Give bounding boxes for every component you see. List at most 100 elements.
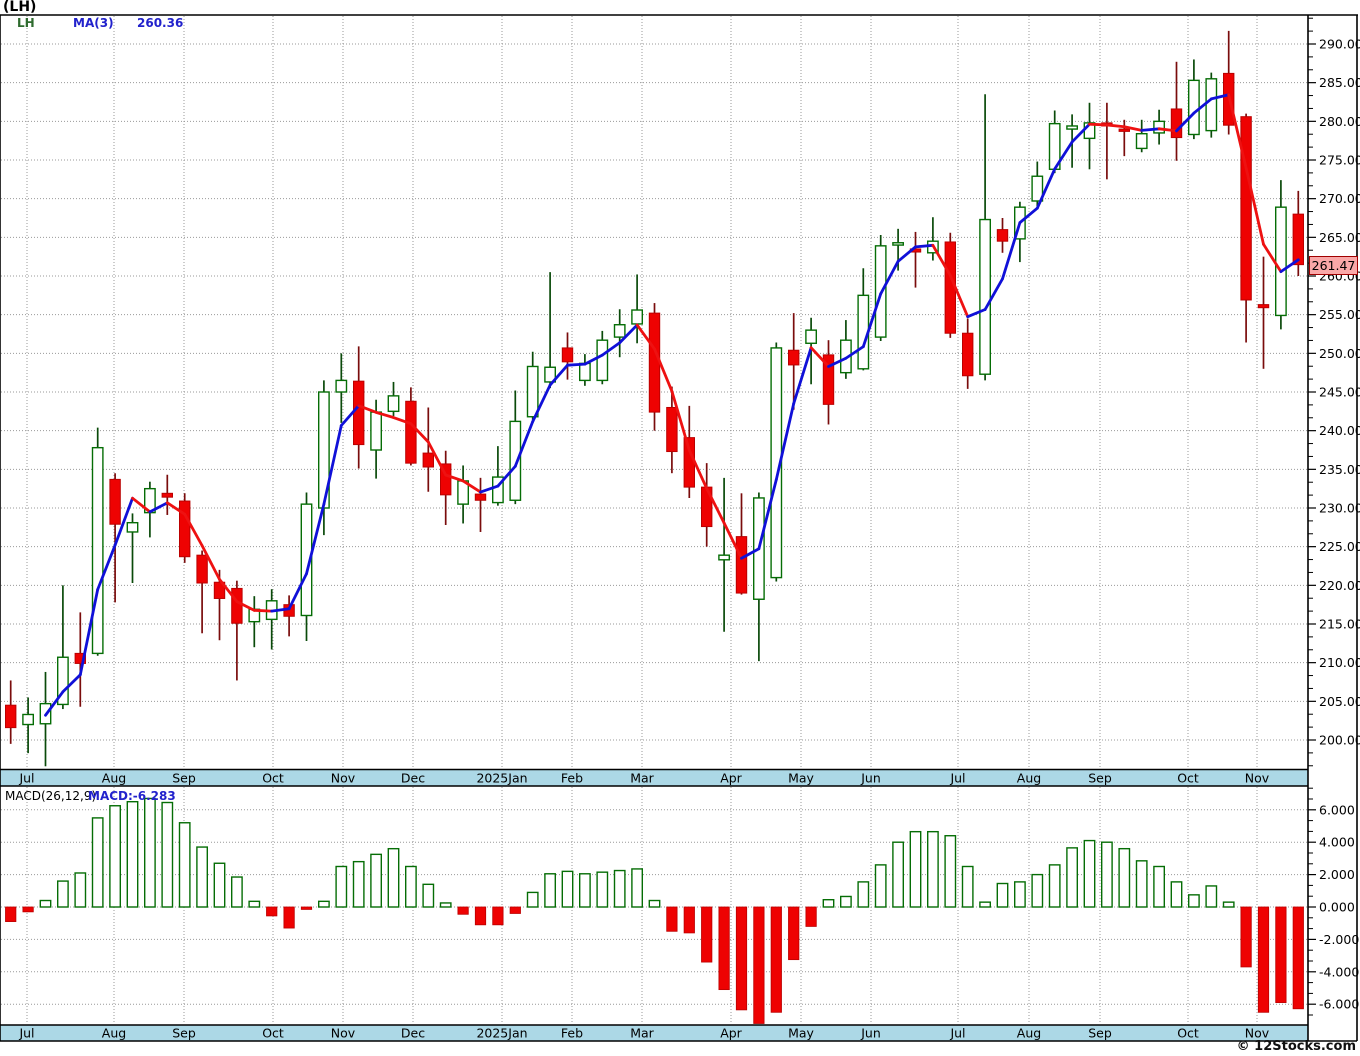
ma-segment (566, 362, 587, 367)
axis-tick-label: 215.00 (1319, 616, 1360, 631)
ma-segment (165, 501, 187, 516)
macd-bar (509, 906, 521, 914)
macd-bar (927, 830, 939, 908)
ma-segment (479, 484, 500, 494)
macd-bar (318, 900, 330, 908)
candle-body (788, 349, 800, 366)
ma-segment (287, 572, 308, 611)
ma-segment (600, 341, 622, 357)
ma-segment (1001, 221, 1022, 281)
ma-segment (879, 259, 900, 296)
candle-body (735, 536, 748, 594)
macd-bar (492, 906, 504, 926)
month-label: Dec (401, 771, 425, 786)
ma-segment (322, 424, 343, 506)
month-label: Dec (401, 1026, 425, 1041)
ma-segment (1140, 127, 1161, 132)
ma-segment (861, 292, 883, 349)
axis-tick-label: 205.00 (1319, 694, 1360, 709)
month-label: 2025Jan (476, 1026, 527, 1041)
gridlines (1, 16, 1307, 1024)
candle-body (22, 713, 34, 726)
ma-segment (948, 274, 970, 319)
ma-segment (218, 578, 239, 603)
ma-segment (148, 501, 169, 514)
macd-histogram (5, 797, 1304, 1024)
right-axis: 290.00 285.00 280.00 275.00 270.00 265.00 260.… (1308, 17, 1360, 1016)
ma-segment (252, 608, 274, 613)
axis-tick-label: -2.000 (1319, 932, 1359, 947)
macd-bar (1257, 906, 1270, 1013)
macd-bar (1170, 881, 1183, 908)
macd-bar (57, 880, 69, 908)
ma-segment (983, 277, 1004, 311)
candle-body (335, 379, 348, 393)
candle-body (526, 365, 539, 418)
axis-tick-label: 290.00 (1319, 37, 1360, 52)
macd-bar (248, 900, 261, 908)
macd-bar (1014, 881, 1026, 908)
axis-tick-label: 235.00 (1319, 462, 1360, 477)
candle-body (666, 406, 678, 453)
candle-body (74, 652, 86, 664)
ma3-line (44, 93, 1300, 717)
macd-bar (1118, 847, 1131, 908)
month-label: Mar (630, 771, 654, 786)
macd-bar (178, 822, 191, 908)
candle-body (613, 324, 626, 338)
macd-bar (961, 865, 974, 908)
month-label: Apr (720, 1026, 742, 1041)
ma-segment (1192, 97, 1213, 115)
month-label: Apr (720, 771, 742, 786)
axis-tick-label: 250.00 (1319, 346, 1360, 361)
axis-tick-label: 4.000 (1319, 835, 1355, 850)
candle-body (231, 587, 243, 624)
macd-bar (126, 801, 139, 908)
candle-body (440, 463, 452, 496)
ma-segment (235, 600, 256, 612)
ma-segment (618, 323, 639, 345)
macd-bar (544, 873, 557, 908)
axis-tick-label: 260.00 (1319, 268, 1360, 283)
candle-body (179, 500, 191, 558)
ma-segment (1209, 93, 1231, 101)
candle-body (1274, 206, 1287, 317)
macd-bar (405, 865, 417, 908)
candle-body (387, 395, 400, 413)
month-label: Jul (949, 771, 965, 786)
macd-bar (1187, 894, 1200, 908)
ma-segment (966, 308, 987, 319)
ma-segment (305, 502, 326, 576)
ma-segment (1227, 93, 1248, 170)
macd-bar (352, 860, 365, 908)
candle-body (1170, 108, 1183, 139)
month-label: Nov (331, 771, 356, 786)
ma-segment (1035, 167, 1057, 210)
candle-body (492, 476, 504, 504)
ma-segment (635, 323, 656, 351)
month-label: Aug (1017, 1026, 1041, 1041)
month-label: Aug (102, 1026, 126, 1041)
candle-body (1135, 133, 1148, 150)
macd-bar (161, 801, 174, 908)
macd-bar (1066, 847, 1079, 908)
candle-body (126, 521, 139, 533)
macd-bar (979, 901, 992, 908)
macd-bar (39, 899, 52, 908)
macd-bar (387, 847, 400, 908)
ma-segment (931, 243, 952, 277)
month-strips: Jul Aug Sep Oct Nov Dec 2025Jan Feb Mar Apr May Jun… (0, 770, 1308, 1041)
macd-bar (474, 906, 487, 926)
macd-bar (370, 853, 382, 908)
candle-body (57, 656, 69, 706)
month-label: Sep (1088, 771, 1112, 786)
ma-segment (96, 543, 117, 591)
macd-bar (857, 881, 870, 908)
candle-body (962, 332, 974, 377)
ma-segment (757, 478, 778, 551)
ma-segment (444, 473, 465, 483)
ma-segment (1262, 242, 1283, 274)
month-label: Oct (1177, 771, 1199, 786)
candle-body (892, 242, 905, 246)
